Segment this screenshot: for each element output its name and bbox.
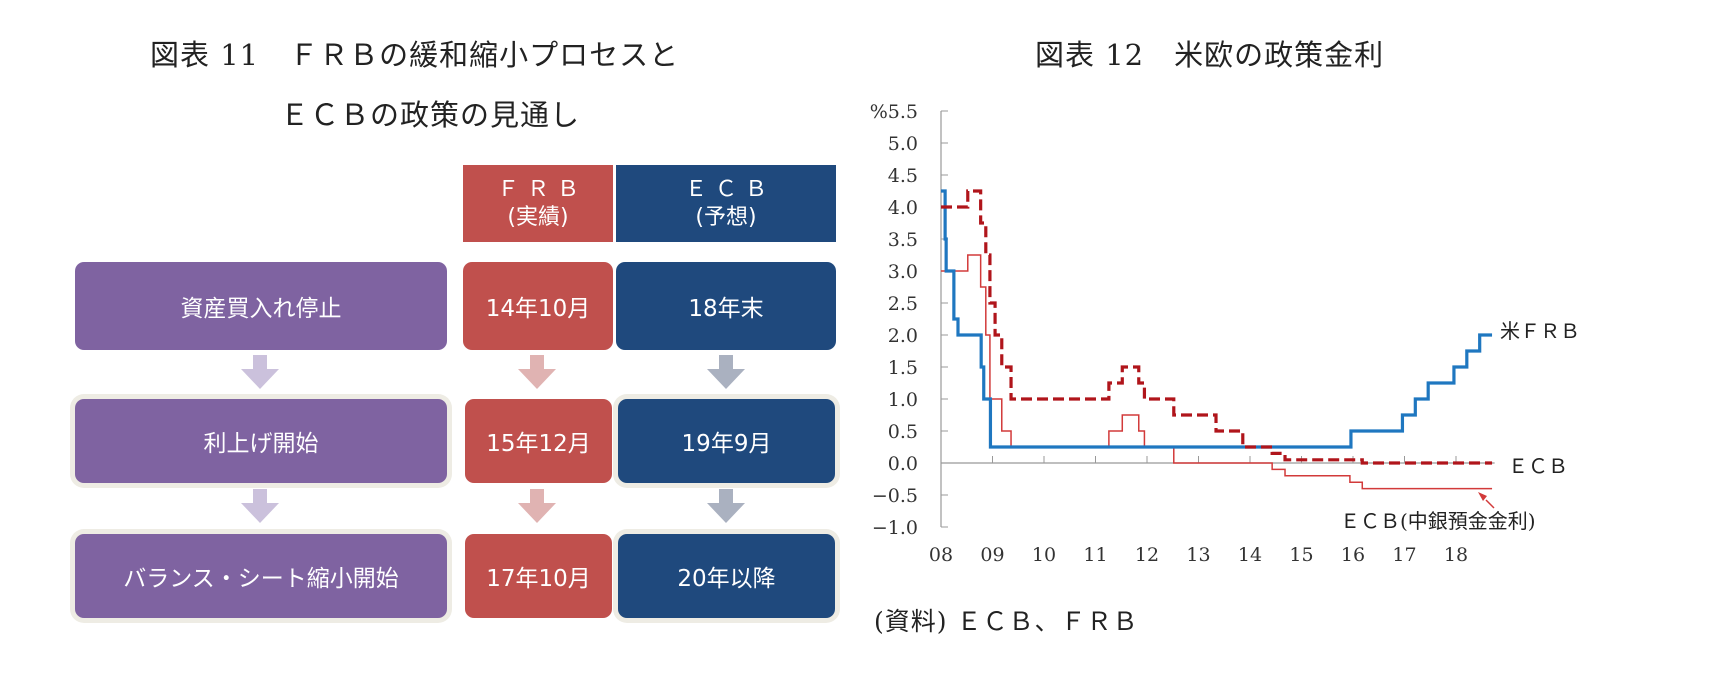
y-tick-label: 2.0: [888, 325, 918, 347]
figure11-title-line2: ＥＣＢの政策の見通し: [280, 98, 581, 132]
ecb-date-row3: 20年以降: [618, 534, 835, 618]
x-tick-label: 12: [1135, 544, 1159, 566]
x-tick-label: 09: [980, 544, 1004, 566]
y-tick-label: 0.5: [888, 421, 918, 443]
y-tick-label: 5.0: [888, 133, 918, 155]
frb-date-row3: 17年10月: [465, 534, 612, 618]
column-header-ecb-sub: (予想): [695, 204, 757, 230]
chart-axes: %5.5 5.0 4.5 4.0 3.5 3.0 2.5 2.0 1.5 1.0 0.5 0.0 −0.…: [870, 101, 1495, 566]
label-pointer-arrow-icon: [1485, 499, 1495, 509]
x-tick-label: 17: [1392, 544, 1416, 566]
chart-series-labels: 米ＦＲＢ ＥＣＢ ＥＣＢ(中銀預金金利): [1340, 319, 1580, 533]
column-header-frb-sub: (実績): [507, 204, 569, 230]
y-tick-label: 4.0: [888, 197, 918, 219]
step-box-asset-purchase-end: 資産買入れ停止: [75, 262, 447, 350]
column-header-ecb: ＥＣＢ (予想): [616, 165, 836, 242]
x-tick-label: 10: [1032, 544, 1056, 566]
column-header-ecb-name: ＥＣＢ: [684, 176, 775, 202]
x-tick-label: 11: [1083, 544, 1107, 566]
label-ecb-deposit: ＥＣＢ(中銀預金金利): [1340, 509, 1536, 533]
x-tick-label: 18: [1444, 544, 1468, 566]
label-ecb: ＥＣＢ: [1508, 454, 1568, 478]
step-box-rate-hike-start: 利上げ開始: [75, 399, 447, 483]
y-tick-label: 3.5: [888, 229, 918, 251]
series-line-0: [941, 189, 1493, 449]
label-frb: 米ＦＲＢ: [1500, 319, 1580, 343]
ecb-date-row1: 18年末: [616, 262, 836, 350]
ecb-date-row2: 19年9月: [618, 399, 835, 483]
x-tick-label: 13: [1186, 544, 1210, 566]
y-tick-label: 2.5: [888, 293, 918, 315]
series-line-1: [941, 189, 1493, 465]
y-tick-label: −1.0: [872, 517, 918, 539]
column-header-frb-name: ＦＲＢ: [496, 176, 587, 202]
chart-series: [941, 189, 1493, 490]
x-tick-label: 14: [1238, 544, 1262, 566]
step-box-balance-sheet-reduction: バランス・シート縮小開始: [75, 534, 447, 618]
y-tick-label: 3.0: [888, 261, 918, 283]
figure11-title-line1: 図表 11 ＦＲＢの緩和縮小プロセスと: [150, 38, 680, 72]
y-tick-label: 0.0: [888, 453, 918, 475]
column-header-frb: ＦＲＢ (実績): [463, 165, 613, 242]
y-tick-label: 1.5: [888, 357, 918, 379]
y-tick-label: −0.5: [872, 485, 918, 507]
y-tick-label: %5.5: [870, 101, 918, 123]
frb-date-row2: 15年12月: [465, 399, 612, 483]
x-tick-label: 15: [1289, 544, 1313, 566]
chart-source-note: (資料) ＥＣＢ、ＦＲＢ: [874, 607, 1139, 636]
y-tick-label: 1.0: [888, 389, 918, 411]
x-tick-label: 16: [1341, 544, 1365, 566]
label-pointer-arrowhead-icon: [1478, 492, 1487, 501]
y-tick-label: 4.5: [888, 165, 918, 187]
figure12-title: 図表 12 米欧の政策金利: [1035, 38, 1385, 72]
frb-date-row1: 14年10月: [463, 262, 613, 350]
series-line-2: [941, 254, 1493, 490]
x-tick-label: 08: [929, 544, 953, 566]
